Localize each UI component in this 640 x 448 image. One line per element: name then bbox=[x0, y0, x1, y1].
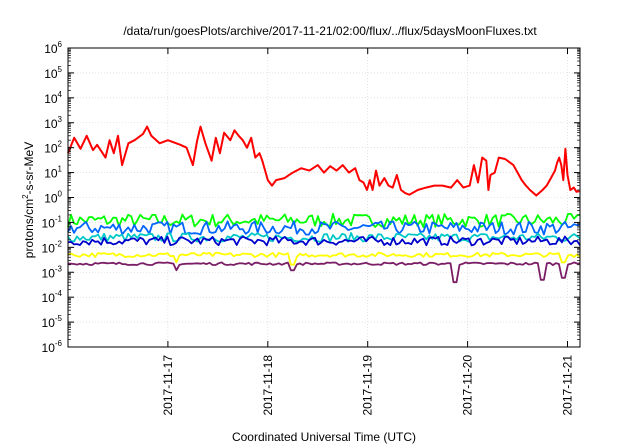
series-line bbox=[67, 251, 581, 266]
y-axis-label: protons/cm2-s-sr-MeV bbox=[21, 142, 36, 258]
series-line bbox=[67, 232, 581, 243]
y-tick-exponent: 0 bbox=[58, 190, 63, 199]
y-tick-label: 10-1 bbox=[42, 214, 63, 230]
grid bbox=[68, 48, 580, 347]
series-line bbox=[67, 125, 580, 197]
y-tick-exponent: 6 bbox=[58, 40, 63, 49]
y-axis-label-sup: 2 bbox=[21, 194, 30, 199]
y-tick-label: 101 bbox=[44, 165, 62, 181]
y-tick-exponent: -1 bbox=[55, 214, 63, 223]
series-line bbox=[67, 220, 581, 236]
y-tick-label: 10-2 bbox=[42, 239, 63, 255]
y-tick-exponent: 2 bbox=[58, 140, 63, 149]
x-axis-label: Coordinated Universal Time (UTC) bbox=[232, 430, 416, 444]
x-tick-label: 2017-11-19 bbox=[361, 355, 375, 416]
y-tick-label: 104 bbox=[44, 90, 62, 106]
series-line bbox=[67, 212, 581, 228]
y-axis-label-pre: protons/cm bbox=[22, 199, 36, 258]
chart-title: /data/run/goesPlots/archive/2017-11-21/0… bbox=[123, 24, 537, 38]
x-tick-label: 2017-11-18 bbox=[261, 355, 275, 416]
series-line bbox=[68, 261, 581, 284]
y-tick-exponent: -5 bbox=[55, 314, 63, 323]
y-tick-label: 100 bbox=[44, 190, 62, 206]
y-tick-label: 10-4 bbox=[42, 289, 63, 305]
y-tick-exponent: 1 bbox=[58, 165, 63, 174]
y-axis-label-post: -s-sr-MeV bbox=[22, 142, 36, 195]
y-tick-exponent: -4 bbox=[55, 289, 63, 298]
y-tick-label: 10-3 bbox=[42, 264, 63, 280]
x-tick-label: 2017-11-21 bbox=[561, 355, 575, 416]
y-tick-exponent: -2 bbox=[55, 239, 63, 248]
y-tick-exponent: -6 bbox=[55, 339, 63, 348]
y-tick-label: 105 bbox=[44, 65, 62, 81]
y-tick-label: 103 bbox=[44, 115, 62, 131]
y-tick-label: 10-5 bbox=[42, 314, 63, 330]
series-line bbox=[67, 235, 581, 247]
series-layer bbox=[67, 125, 581, 284]
y-tick-label: 106 bbox=[44, 40, 62, 56]
y-tick-exponent: 4 bbox=[58, 90, 63, 99]
x-tick-label: 2017-11-17 bbox=[161, 355, 175, 416]
y-tick-exponent: 3 bbox=[58, 115, 63, 124]
y-tick-label: 10-6 bbox=[42, 339, 63, 355]
x-axis-ticks: 2017-11-17 2017-11-18 2017-11-19 2017-11-20… bbox=[161, 48, 575, 416]
y-tick-exponent: 5 bbox=[58, 65, 63, 74]
y-tick-exponent: -3 bbox=[55, 264, 63, 273]
x-tick-label: 2017-11-20 bbox=[461, 355, 475, 416]
y-tick-label: 102 bbox=[44, 140, 62, 156]
